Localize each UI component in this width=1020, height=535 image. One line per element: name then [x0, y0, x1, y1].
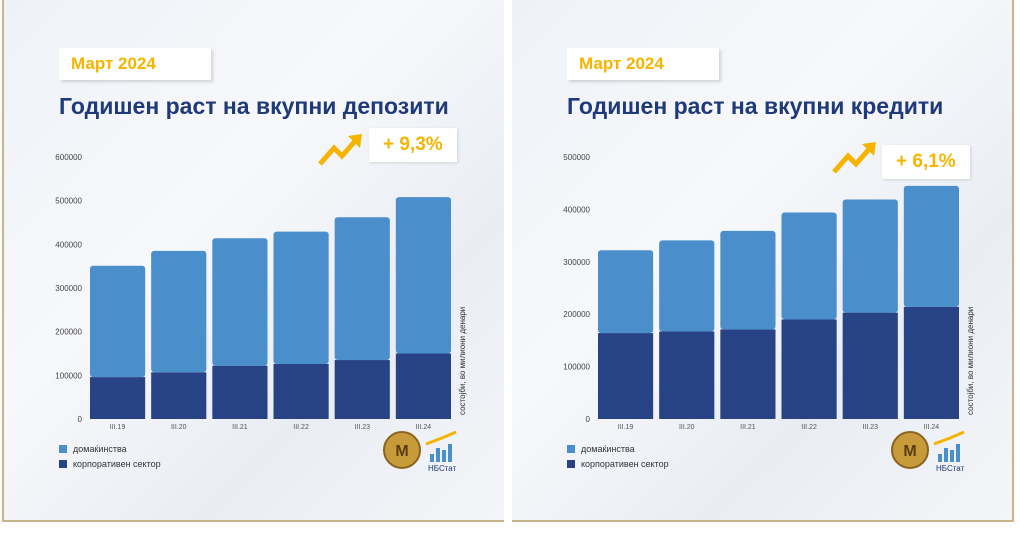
- y-tick-label: 400000: [55, 240, 82, 249]
- loans-chart: 0 100000 200000 300000 400000 500000 III.19 III…: [563, 153, 975, 431]
- y-tick-label: 0: [78, 415, 83, 424]
- date-label: Март 2024: [59, 48, 211, 80]
- bar-corporate: [395, 353, 451, 419]
- chart-title: Годишен раст на вкупни депозити: [59, 93, 449, 119]
- legend-corporate: корпоративен сектор: [567, 459, 669, 469]
- trend-up-icon: [318, 134, 362, 166]
- nbrm-seal-icon: M НБСтат: [891, 430, 965, 473]
- legend-swatch: [567, 445, 575, 453]
- y-tick-label: 100000: [55, 371, 82, 380]
- bar-corporate: [212, 365, 268, 419]
- bar-corporate: [659, 331, 715, 419]
- y-tick-label: 500000: [55, 197, 82, 206]
- svg-text:M: M: [903, 443, 916, 460]
- bar-households: [273, 231, 329, 364]
- bar-corporate: [334, 360, 390, 419]
- bar-households: [781, 212, 837, 320]
- bar-households: [720, 230, 776, 330]
- bar-corporate: [781, 319, 837, 419]
- x-tick-label: III.22: [293, 424, 309, 431]
- growth-badge: + 6,1%: [882, 145, 970, 179]
- svg-text:НБСтат: НБСтат: [936, 464, 965, 472]
- legend-households: домаќинства: [59, 444, 127, 454]
- x-tick-label: III.23: [354, 424, 370, 431]
- y-tick-label: 100000: [563, 363, 590, 372]
- chart-title: Годишен раст на вкупни кредити: [567, 93, 944, 119]
- loans-panel: Март 2024 Годишен раст на вкупни кредити…: [512, 0, 1014, 522]
- bar-households: [151, 250, 207, 373]
- y-tick-label: 600000: [55, 153, 82, 162]
- x-tick-label: III.22: [801, 424, 817, 431]
- bar-households: [903, 185, 959, 307]
- x-tick-label: III.20: [679, 424, 695, 431]
- bar-households: [598, 250, 654, 334]
- nbstat-logo: M НБСтат: [382, 430, 467, 477]
- bar-corporate: [720, 329, 776, 419]
- nbrm-seal-icon: M НБСтат: [383, 430, 457, 473]
- x-tick-label: III.19: [618, 424, 634, 431]
- y-tick-label: 200000: [55, 328, 82, 337]
- y-axis-label: состојби, во милиони денари: [458, 307, 467, 415]
- bar-households: [842, 199, 898, 313]
- deposits-panel: Март 2024 Годишен раст на вкупни депозит…: [2, 0, 504, 522]
- bar-corporate: [598, 333, 654, 419]
- bar-households: [395, 197, 451, 354]
- x-tick-label: III.24: [924, 424, 940, 431]
- y-tick-label: 400000: [563, 205, 590, 214]
- legend-label: домаќинства: [73, 444, 127, 454]
- x-tick-label: III.20: [171, 424, 187, 431]
- y-tick-label: 300000: [55, 284, 82, 293]
- x-tick-label: III.21: [232, 424, 248, 431]
- legend-corporate: корпоративен сектор: [59, 459, 161, 469]
- bar-households: [90, 265, 146, 378]
- bar-corporate: [151, 372, 207, 419]
- legend-swatch: [59, 460, 67, 468]
- bar-corporate: [842, 312, 898, 419]
- x-tick-label: III.23: [862, 424, 878, 431]
- svg-text:M: M: [395, 443, 408, 460]
- date-label: Март 2024: [567, 48, 719, 80]
- y-axis-label: состојби, во милиони денари: [966, 307, 975, 415]
- legend-households: домаќинства: [567, 444, 635, 454]
- deposits-chart: 0 100000 200000 300000 400000 500000 600000 III…: [55, 153, 467, 431]
- bar-households: [659, 240, 715, 332]
- nbstat-logo: M НБСтат: [890, 430, 975, 477]
- trend-up-icon: [832, 142, 876, 174]
- legend-label: корпоративен сектор: [581, 459, 669, 469]
- y-tick-label: 500000: [563, 153, 590, 162]
- x-tick-label: III.19: [110, 424, 126, 431]
- y-tick-label: 0: [586, 415, 591, 424]
- x-tick-label: III.21: [740, 424, 756, 431]
- svg-text:НБСтат: НБСтат: [428, 464, 457, 472]
- legend-swatch: [59, 445, 67, 453]
- growth-badge: + 9,3%: [369, 128, 457, 162]
- bar-corporate: [90, 377, 146, 419]
- bar-corporate: [273, 363, 329, 419]
- bar-households: [212, 238, 268, 366]
- x-tick-label: III.24: [416, 424, 432, 431]
- y-tick-label: 300000: [563, 258, 590, 267]
- y-tick-label: 200000: [563, 310, 590, 319]
- legend-label: корпоративен сектор: [73, 459, 161, 469]
- legend-label: домаќинства: [581, 444, 635, 454]
- bar-households: [334, 217, 390, 361]
- legend-swatch: [567, 460, 575, 468]
- bar-corporate: [903, 306, 959, 419]
